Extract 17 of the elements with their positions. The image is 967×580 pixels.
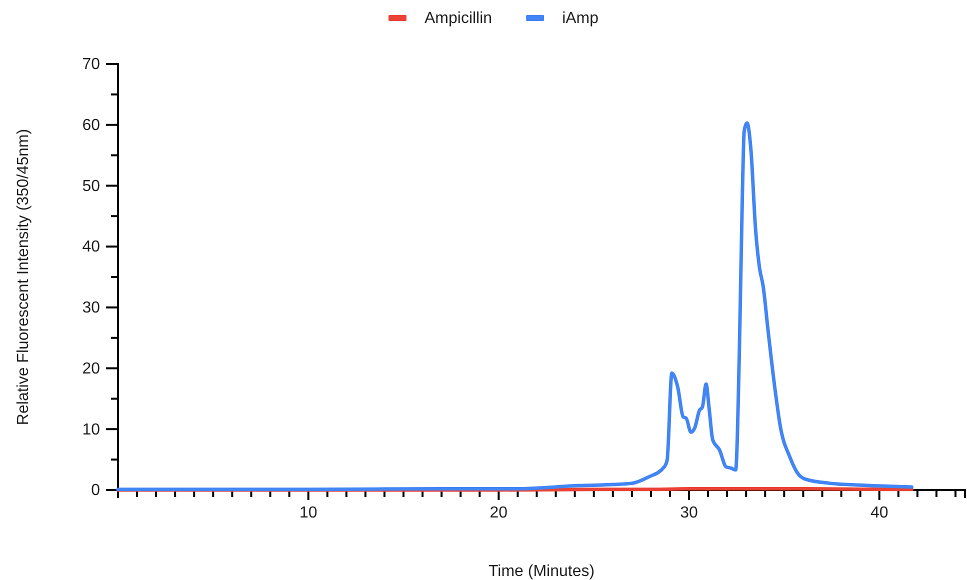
y-tick-label: 0 — [91, 482, 100, 500]
x-tick-label: 10 — [299, 504, 318, 522]
y-tick-label: 30 — [82, 300, 100, 317]
y-tick-label: 60 — [82, 116, 100, 134]
x-tick-label: 30 — [680, 504, 698, 522]
y-tick-label: 50 — [82, 178, 100, 195]
y-tick-label: 20 — [82, 360, 100, 378]
x-axis-title: Time (Minutes) — [488, 563, 595, 580]
legend-label: iAmp — [562, 10, 599, 27]
y-tick-label: 40 — [82, 238, 100, 256]
x-tick-label: 20 — [490, 504, 508, 522]
y-tick-label: 70 — [82, 56, 100, 74]
line-series — [116, 121, 914, 492]
x-tick-label: 40 — [870, 504, 888, 522]
y-tick-label: 10 — [82, 421, 100, 438]
y-axis-title: Relative Fluorescent Intensity (350/45nm) — [15, 128, 32, 426]
legend-label: Ampicillin — [424, 10, 492, 27]
